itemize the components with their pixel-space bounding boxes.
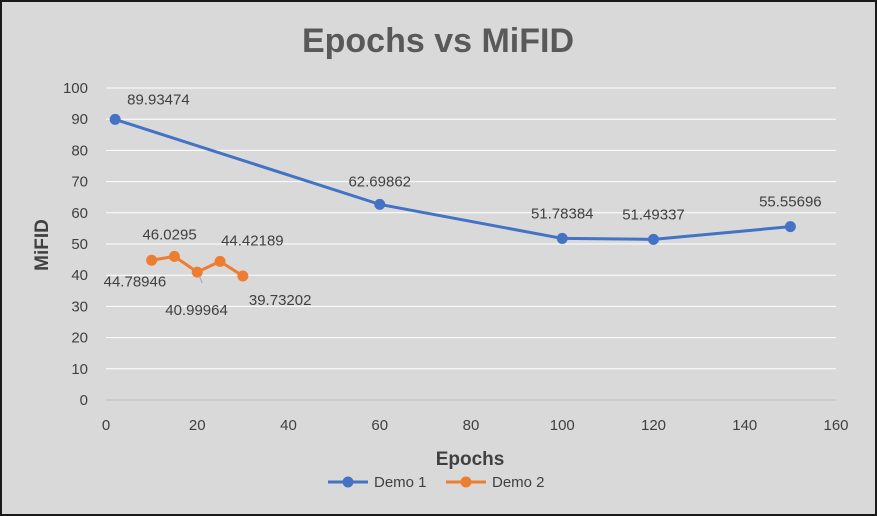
x-tick-label-80: 80 xyxy=(463,417,480,434)
y-tick-label-100: 100 xyxy=(63,80,88,97)
x-tick-label-20: 20 xyxy=(189,417,206,434)
series-2-point-1 xyxy=(146,254,158,266)
series-1-point-4 xyxy=(648,233,659,245)
x-tick-label-60: 60 xyxy=(371,417,388,434)
x-tick-label-100: 100 xyxy=(550,417,575,434)
series-1-point-5 xyxy=(784,221,796,233)
data-label-s2-5: 39.73202 xyxy=(249,292,312,309)
data-labels: 89.93474 62.69862 51.78384 51.49337 55.55696… xyxy=(104,91,822,319)
y-tick-label-30: 30 xyxy=(71,298,88,315)
series-2-point-2 xyxy=(168,250,180,262)
data-label-s2-2: 46.0295 xyxy=(142,226,196,243)
x-tick-label-140: 140 xyxy=(732,417,757,434)
y-tick-label-80: 80 xyxy=(71,142,88,159)
y-tick-label-10: 10 xyxy=(71,361,88,378)
y-tick-label-20: 20 xyxy=(71,330,88,347)
legend-marker-2 xyxy=(460,476,472,488)
y-tick-label-90: 90 xyxy=(71,111,88,128)
y-tick-label-0: 0 xyxy=(80,392,88,409)
series-2-point-5 xyxy=(237,270,249,282)
leader-line xyxy=(198,275,203,284)
series-2-point-4 xyxy=(214,255,226,267)
data-label-s2-4: 44.42189 xyxy=(221,232,284,249)
data-label-s1-2: 62.69862 xyxy=(348,173,411,190)
legend-label-2: Demo 2 xyxy=(492,474,545,491)
data-label-s1-5: 55.55696 xyxy=(759,194,822,211)
y-tick-label-40: 40 xyxy=(71,267,88,284)
x-tick-label-160: 160 xyxy=(823,417,848,434)
y-tick-label-70: 70 xyxy=(71,174,88,191)
data-label-s1-4: 51.49337 xyxy=(622,206,685,223)
data-label-s2-1: 44.78946 xyxy=(104,273,167,290)
gridlines xyxy=(106,87,836,401)
legend: Demo 1 Demo 2 xyxy=(328,474,545,491)
y-tick-label-60: 60 xyxy=(71,205,88,222)
data-label-s2-3: 40.99964 xyxy=(165,302,228,319)
x-tick-label-40: 40 xyxy=(280,417,297,434)
y-axis-title: MiFID xyxy=(32,219,53,271)
series-1-point-3 xyxy=(556,232,568,244)
series-line-1 xyxy=(114,117,791,241)
legend-marker-1 xyxy=(342,476,354,488)
x-axis-title: Epochs xyxy=(436,449,505,470)
series-1-point-1 xyxy=(109,113,121,125)
series-1-point-2 xyxy=(374,198,386,210)
data-label-s1-1: 89.93474 xyxy=(127,91,190,108)
chart-title: Epochs vs MiFID xyxy=(302,22,574,60)
series-2-point-3 xyxy=(191,266,203,278)
axes: 0 10 20 30 40 50 60 70 80 90 100 0 20 40 60 80 100 120 140… xyxy=(63,80,849,434)
y-tick-label-50: 50 xyxy=(71,236,88,253)
series-layer xyxy=(109,113,796,282)
legend-label-1: Demo 1 xyxy=(374,474,427,491)
x-tick-label-0: 0 xyxy=(102,417,110,434)
x-tick-label-120: 120 xyxy=(641,417,666,434)
data-label-s1-3: 51.78384 xyxy=(531,205,594,222)
